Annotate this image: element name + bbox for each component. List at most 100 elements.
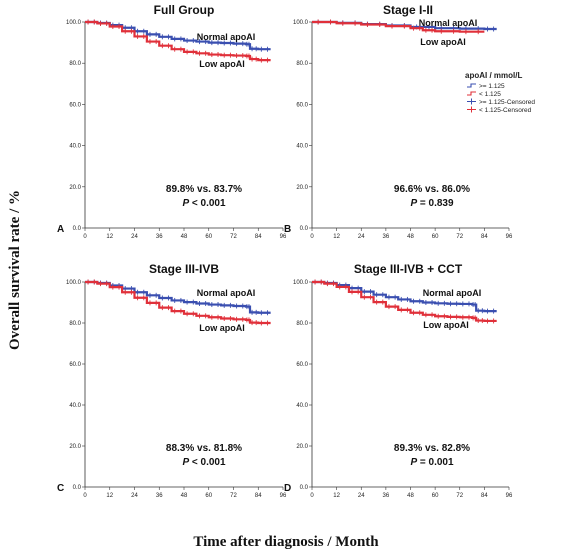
- y-tick-label: 80.0: [296, 321, 308, 327]
- x-tick-label: 24: [358, 234, 365, 240]
- x-tick-label: 24: [358, 493, 365, 499]
- y-tick-label: 20.0: [296, 444, 308, 450]
- y-tick-label: 20.0: [69, 185, 81, 191]
- legend: apoAI / mmol/L >= 1.125< 1.125>= 1.125-C…: [465, 71, 535, 114]
- x-tick-label: 60: [205, 234, 212, 240]
- survival-comparison: 89.3% vs. 82.8%: [394, 443, 470, 454]
- x-tick-label: 36: [383, 234, 390, 240]
- survival-comparison: 96.6% vs. 86.0%: [394, 184, 470, 195]
- legend-entry: >= 1.125-Censored: [467, 98, 535, 106]
- y-tick-label: 100.0: [293, 280, 309, 286]
- x-tick-label: 24: [131, 493, 138, 499]
- y-tick-label: 0.0: [73, 226, 82, 232]
- y-tick-label: 80.0: [69, 321, 81, 327]
- y-tick-label: 40.0: [69, 144, 81, 150]
- series-low-label: Low apoAI: [199, 59, 245, 69]
- x-tick-label: 0: [83, 493, 87, 499]
- x-tick-label: 84: [481, 493, 488, 499]
- p-symbol: P: [410, 198, 417, 209]
- x-tick-label: 0: [310, 493, 314, 499]
- legend-line-swatch: [467, 91, 476, 96]
- series-low-line: [85, 280, 271, 325]
- y-tick-label: 100.0: [66, 280, 82, 286]
- x-tick-label: 72: [230, 234, 237, 240]
- series-normal-label: Normal apoAI: [197, 32, 256, 42]
- p-value-text: = 0.839: [417, 198, 454, 209]
- x-tick-label: 60: [432, 234, 439, 240]
- p-value: P = 0.839: [410, 198, 454, 209]
- panel-title: Stage III-IVB + CCT: [354, 262, 463, 276]
- p-value: P = 0.001: [410, 457, 454, 468]
- legend-entry: < 1.125-Censored: [467, 106, 532, 114]
- x-tick-label: 96: [280, 493, 287, 499]
- panel-d: 0.0 20.0 40.0 60.0 80.0 100.0 0 12 24 36 48 60 72 84 9…: [284, 262, 513, 499]
- y-tick-label: 80.0: [69, 61, 81, 67]
- x-tick-label: 72: [230, 493, 237, 499]
- y-tick-label: 60.0: [296, 102, 308, 108]
- panel-letter: A: [57, 224, 64, 235]
- x-tick-label: 48: [407, 234, 414, 240]
- p-symbol: P: [182, 198, 189, 209]
- legend-entry: >= 1.125: [467, 83, 505, 90]
- x-tick-label: 84: [481, 234, 488, 240]
- survival-comparison: 88.3% vs. 81.8%: [166, 443, 242, 454]
- y-tick-label: 40.0: [69, 403, 81, 409]
- series-low-label: Low apoAI: [420, 37, 466, 47]
- p-value-text: < 0.001: [189, 198, 226, 209]
- series-low-line: [312, 20, 485, 33]
- panel-title: Stage I-II: [383, 3, 433, 17]
- y-tick-label: 40.0: [296, 144, 308, 150]
- x-tick-label: 0: [83, 234, 87, 240]
- y-tick-label: 20.0: [69, 444, 81, 450]
- p-value-text: = 0.001: [417, 457, 454, 468]
- x-tick-label: 12: [333, 234, 340, 240]
- legend-label: < 1.125-Censored: [479, 107, 532, 114]
- series-low-line: [85, 20, 271, 62]
- x-tick-label: 48: [181, 234, 188, 240]
- x-tick-label: 96: [506, 234, 513, 240]
- x-tick-label: 84: [255, 234, 262, 240]
- series-normal-label: Normal apoAI: [197, 288, 256, 298]
- p-value: P < 0.001: [182, 457, 226, 468]
- figure-x-label: Time after diagnosis / Month: [193, 534, 379, 550]
- panel-letter: C: [57, 483, 64, 494]
- series-normal-line: [312, 280, 497, 313]
- series-low-label: Low apoAI: [199, 323, 245, 333]
- x-tick-label: 24: [131, 234, 138, 240]
- series-normal-label: Normal apoAI: [419, 18, 478, 28]
- legend-label: < 1.125: [479, 91, 501, 98]
- p-value: P < 0.001: [182, 198, 226, 209]
- y-tick-label: 60.0: [69, 102, 81, 108]
- x-tick-label: 12: [106, 493, 113, 499]
- x-tick-label: 96: [506, 493, 513, 499]
- x-tick-label: 12: [106, 234, 113, 240]
- x-tick-label: 84: [255, 493, 262, 499]
- y-tick-label: 100.0: [66, 20, 82, 26]
- figure-y-label: Overall survival rate / %: [7, 190, 23, 350]
- x-tick-label: 0: [310, 234, 314, 240]
- panel-c: 0.0 20.0 40.0 60.0 80.0 100.0 0 12 24 36 48 60 72 84 9…: [57, 262, 287, 499]
- y-tick-label: 60.0: [296, 362, 308, 368]
- legend-line-swatch: [467, 83, 476, 88]
- panel-title: Stage III-IVB: [149, 262, 219, 276]
- y-tick-label: 20.0: [296, 185, 308, 191]
- p-value-text: < 0.001: [189, 457, 226, 468]
- y-tick-label: 0.0: [300, 226, 309, 232]
- x-tick-label: 72: [456, 493, 463, 499]
- legend-label: >= 1.125: [479, 83, 505, 90]
- legend-title: apoAI / mmol/L: [465, 71, 522, 80]
- x-tick-label: 60: [205, 493, 212, 499]
- y-tick-label: 60.0: [69, 362, 81, 368]
- series-low-line: [312, 280, 497, 323]
- panel-letter: B: [284, 224, 291, 235]
- x-tick-label: 60: [432, 493, 439, 499]
- panel-title: Full Group: [154, 3, 215, 17]
- x-tick-label: 36: [156, 234, 163, 240]
- p-symbol: P: [182, 457, 189, 468]
- series-normal-line: [85, 280, 271, 314]
- x-tick-label: 36: [156, 493, 163, 499]
- legend-label: >= 1.125-Censored: [479, 99, 535, 106]
- survival-comparison: 89.8% vs. 83.7%: [166, 184, 242, 195]
- x-tick-label: 72: [456, 234, 463, 240]
